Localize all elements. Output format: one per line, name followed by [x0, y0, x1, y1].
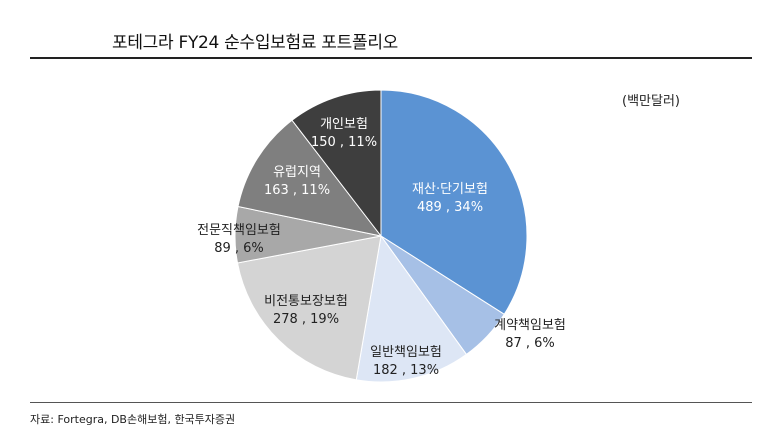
slice-name-label: 일반책임보험	[370, 345, 442, 360]
slice-name-label: 개인보험	[320, 117, 368, 132]
pie-slice-3	[355, 234, 468, 383]
slice-value-label: 163 , 11%	[264, 183, 330, 198]
slice-value-label: 87 , 6%	[505, 336, 555, 351]
unit-label: (백만달러)	[622, 94, 680, 109]
slice-name-label: 재산·단기보험	[412, 182, 488, 197]
source-note: 자료: Fortegra, DB손해보험, 한국투자증권	[30, 413, 236, 426]
pie-slice-7	[291, 89, 382, 238]
pie-slice-1	[380, 89, 528, 315]
bottom-rule	[30, 402, 752, 403]
slice-value-label: 89 , 6%	[214, 241, 264, 256]
slice-value-label: 489 , 34%	[417, 200, 483, 215]
chart-title: 포테그라 FY24 순수입보험료 포트폴리오	[112, 33, 399, 53]
slice-name-label: 유럽지역	[273, 165, 321, 180]
slice-value-label: 150 , 11%	[311, 135, 377, 150]
pie-slice-4	[236, 235, 382, 381]
slice-name-label: 전문직책임보험	[197, 223, 281, 238]
pie-slice-6	[237, 119, 383, 237]
slice-name-label: 계약책임보험	[494, 318, 566, 333]
slice-value-label: 182 , 13%	[373, 363, 439, 378]
slice-name-label: 비전통보장보험	[264, 294, 348, 309]
slice-value-label: 278 , 19%	[273, 312, 339, 327]
top-rule	[30, 57, 752, 59]
